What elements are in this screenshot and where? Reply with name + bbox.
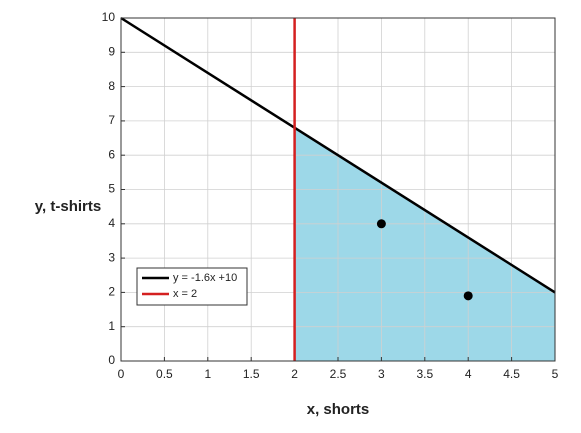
y-tick-label: 1 — [108, 319, 115, 333]
x-tick-label: 2.5 — [330, 367, 347, 381]
y-tick-label: 0 — [108, 353, 115, 367]
series-line — [120, 16, 556, 294]
y-tick-label: 7 — [108, 113, 115, 127]
y-tick-label: 4 — [108, 216, 115, 230]
legend-label: y = -1.6x +10 — [173, 272, 237, 284]
x-tick-label: 4 — [465, 367, 472, 381]
x-tick-label: 4.5 — [503, 367, 520, 381]
x-tick-label: 0 — [118, 367, 125, 381]
data-point — [463, 291, 473, 301]
y-tick-label: 2 — [108, 285, 115, 299]
x-tick-label: 1 — [204, 367, 211, 381]
x-tick-label: 0.5 — [156, 367, 173, 381]
y-tick-label: 8 — [108, 79, 115, 93]
data-point — [376, 219, 386, 229]
legend-label: x = 2 — [173, 288, 197, 300]
y-tick-label: 3 — [108, 250, 115, 264]
x-tick-label: 1.5 — [243, 367, 260, 381]
x-tick-label: 3.5 — [416, 367, 433, 381]
x-tick-label: 5 — [552, 367, 559, 381]
x-tick-label: 2 — [291, 367, 298, 381]
y-tick-label: 5 — [108, 182, 115, 196]
y-axis-label: y, t-shirts — [35, 198, 101, 215]
y-tick-label: 10 — [102, 10, 116, 24]
y-tick-label: 6 — [108, 147, 115, 161]
axes-box — [120, 17, 556, 362]
x-axis-label: x, shorts — [307, 401, 370, 418]
legend-box — [136, 267, 248, 306]
y-tick-label: 9 — [108, 44, 115, 58]
x-tick-label: 3 — [378, 367, 385, 381]
